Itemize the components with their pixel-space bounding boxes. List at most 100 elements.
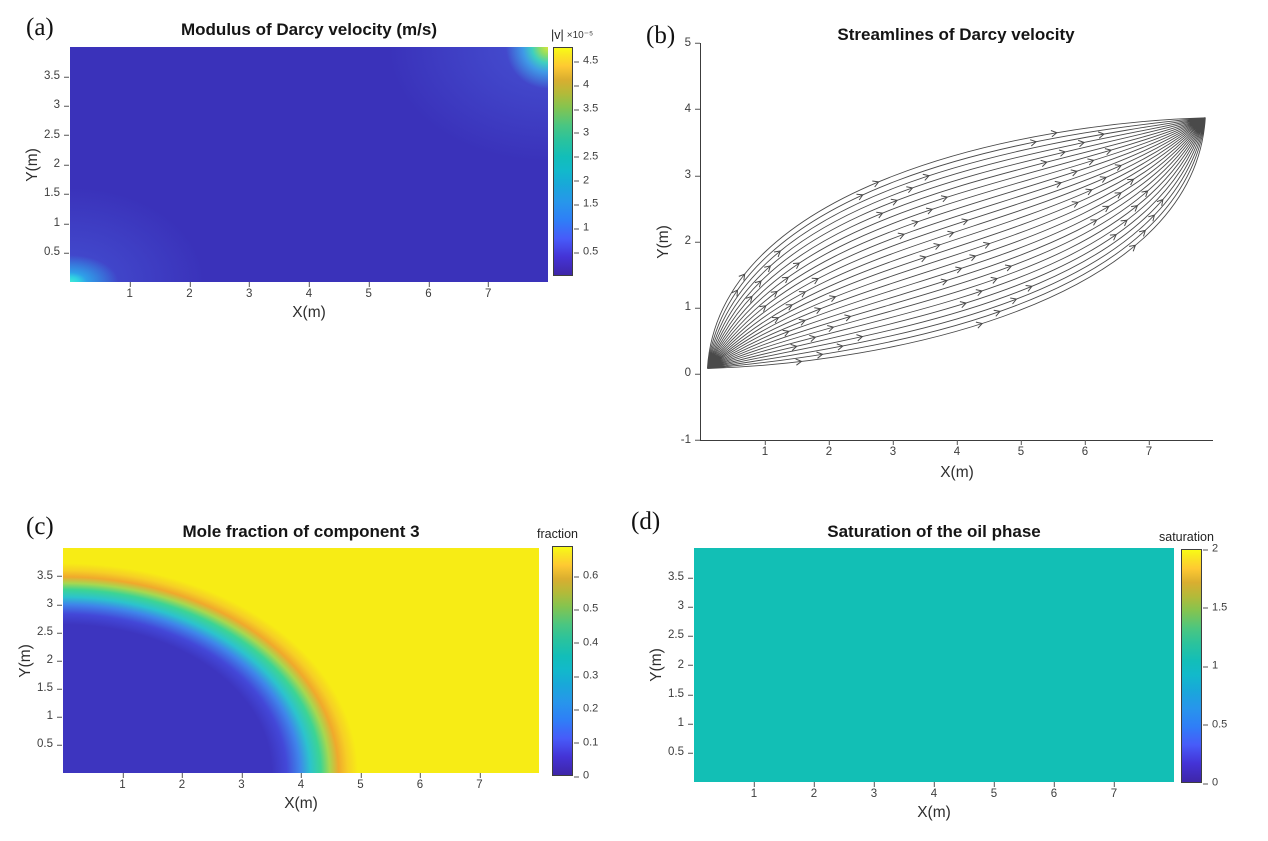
panel-b-title: Streamlines of Darcy velocity <box>837 25 1075 44</box>
colorbar-tick-label: 1 <box>573 221 590 234</box>
panel-c: (c) Mole fraction of component 3 1 2 3 4 5 6 7… <box>0 500 628 841</box>
y-tick-label: 3.5 <box>44 69 69 82</box>
colorbar-velocity: |v| ×10⁻⁵ 0.5 1 1.5 2 2.5 3 3.5 4 4.5 <box>551 28 598 276</box>
panel-d-title: Saturation of the oil phase <box>827 522 1041 541</box>
x-tick-label: 2 <box>825 440 833 458</box>
colorbar-gradient <box>553 47 573 276</box>
y-tick-label: 1.5 <box>668 687 693 700</box>
panel-b-label: (b) <box>646 22 676 49</box>
y-tick-label: 3 <box>677 599 695 612</box>
colorbar-tick-label: 1.5 <box>573 197 599 210</box>
y-tick-label: 2 <box>53 157 71 170</box>
colorbar-label: saturation <box>1159 530 1214 544</box>
colorbar-fraction: fraction 0 0.1 0.2 0.3 0.4 0.5 0.6 <box>537 527 598 781</box>
x-tick-label: 1 <box>126 282 133 300</box>
x-axis-ticks: 1 2 3 4 5 6 7 <box>694 782 1174 802</box>
x-axis-ticks: 1 2 3 4 5 6 7 <box>63 773 539 793</box>
y-tick-label: -1 <box>680 433 701 446</box>
x-axis-ticks: 1 2 3 4 5 6 7 <box>701 440 1213 460</box>
colorbar-tick-label: 0.2 <box>573 702 599 715</box>
x-tick-label: 5 <box>365 282 372 300</box>
panel-c-label: (c) <box>26 513 54 540</box>
y-tick-label: 2.5 <box>668 629 693 641</box>
x-tick-label: 4 <box>953 440 961 458</box>
y-axis-label: Y(m) <box>655 224 673 259</box>
x-axis-label: X(m) <box>917 804 951 821</box>
x-tick-label: 2 <box>186 282 193 300</box>
x-tick-label: 5 <box>357 773 364 791</box>
panel-d-label: (d) <box>631 508 661 535</box>
y-tick-label: 2.5 <box>37 625 62 638</box>
panel-a-title: Modulus of Darcy velocity (m/s) <box>181 20 437 39</box>
x-tick-label: 2 <box>810 782 818 800</box>
colorbar-ticks: 0.5 1 1.5 2 2.5 3 3.5 4 4.5 <box>573 47 609 276</box>
heatmap-darcy-velocity-modulus: 1 2 3 4 5 6 7 0.5 1 1.5 2 2.5 3 3.5 X(m) Y(m) <box>24 47 548 321</box>
y-tick-label: 2 <box>677 658 695 671</box>
x-tick-label: 3 <box>238 773 245 791</box>
colorbar-ticks: 0 0.1 0.2 0.3 0.4 0.5 0.6 <box>573 546 609 781</box>
y-tick-label: 5 <box>684 36 702 49</box>
panel-c-title: Mole fraction of component 3 <box>182 522 420 541</box>
y-tick-label: 3 <box>53 99 71 111</box>
colorbar-tick-label: 4.5 <box>573 54 599 67</box>
x-tick-label: 6 <box>1081 440 1089 458</box>
y-axis-ticks: -1 0 1 2 3 4 5 <box>655 37 702 445</box>
colorbar-tick-label: 0.1 <box>573 736 599 749</box>
x-tick-label: 1 <box>750 782 758 800</box>
colorbar-tick-label: 2.5 <box>573 150 599 163</box>
colorbar-tick-label: 2 <box>1202 542 1219 555</box>
colorbar-tick-label: 1.5 <box>1202 601 1228 613</box>
colorbar-tick-label: 0.5 <box>573 602 599 615</box>
y-tick-label: 3.5 <box>37 569 62 582</box>
y-tick-label: 1 <box>677 716 695 729</box>
y-axis-label: Y(m) <box>17 643 35 678</box>
x-tick-label: 4 <box>930 782 938 800</box>
x-tick-label: 7 <box>1110 782 1118 800</box>
x-tick-label: 4 <box>297 773 305 791</box>
colorbar-exponent: ×10⁻⁵ <box>566 30 594 41</box>
colorbar-tick-label: 0.4 <box>573 636 599 649</box>
colorbar-ticks: 0 0.5 1 1.5 2 <box>1202 543 1238 788</box>
heatmap-mole-fraction: 1 2 3 4 5 6 7 0.5 1 1.5 2 2.5 3 3.5 X(m) Y(m) <box>17 548 539 812</box>
x-tick-label: 1 <box>761 440 769 458</box>
colorbar-tick-label: 3.5 <box>573 102 599 115</box>
colorbar-tick-label: 0.5 <box>573 245 599 258</box>
x-axis-label: X(m) <box>292 304 326 321</box>
colorbar-label: |v| ×10⁻⁵ <box>551 28 594 42</box>
x-tick-label: 5 <box>1017 440 1025 458</box>
x-tick-label: 7 <box>485 282 492 300</box>
colorbar-tick-label: 3 <box>573 126 590 139</box>
y-tick-label: 3.5 <box>668 570 693 583</box>
y-axis-label: Y(m) <box>24 147 42 182</box>
colorbar-gradient <box>552 546 573 776</box>
colorbar-tick-label: 2 <box>573 174 590 187</box>
streamline-plot: 1 2 3 4 5 6 7 -1 0 1 2 3 4 5 X(m) Y(m) <box>655 37 1213 481</box>
colorbar-label: fraction <box>537 527 578 541</box>
y-tick-label: 1 <box>46 710 64 722</box>
x-tick-label: 4 <box>305 282 313 300</box>
colorbar-gradient <box>1181 549 1202 783</box>
y-tick-label: 2 <box>46 653 64 666</box>
streamlines-svg <box>706 117 1206 369</box>
colorbar-tick-label: 0.3 <box>573 669 599 682</box>
y-tick-label: 0.5 <box>668 746 693 758</box>
x-tick-label: 7 <box>1145 440 1153 458</box>
y-axis-ticks: 0.5 1 1.5 2 2.5 3 3.5 <box>648 548 695 782</box>
x-tick-label: 3 <box>246 282 253 300</box>
x-tick-label: 6 <box>425 282 432 300</box>
colorbar-tick-label: 4 <box>573 78 590 91</box>
x-axis-ticks: 1 2 3 4 5 6 7 <box>70 282 548 302</box>
y-axis-ticks: 0.5 1 1.5 2 2.5 3 3.5 <box>24 47 71 282</box>
x-tick-label: 5 <box>990 782 998 800</box>
y-axis-ticks: 0.5 1 1.5 2 2.5 3 3.5 <box>17 548 64 773</box>
x-tick-label: 3 <box>870 782 878 800</box>
y-tick-label: 0 <box>684 367 702 380</box>
colorbar-tick-label: 0.5 <box>1202 718 1228 730</box>
x-tick-label: 6 <box>416 773 424 791</box>
panel-d: (d) Saturation of the oil phase 1 2 3 4 5 6 7 … <box>628 500 1268 841</box>
y-axis-label: Y(m) <box>648 648 666 682</box>
y-tick-label: 2.5 <box>44 128 69 141</box>
y-tick-label: 3 <box>46 597 64 610</box>
y-tick-label: 0.5 <box>37 738 62 751</box>
x-axis-label: X(m) <box>284 795 318 812</box>
